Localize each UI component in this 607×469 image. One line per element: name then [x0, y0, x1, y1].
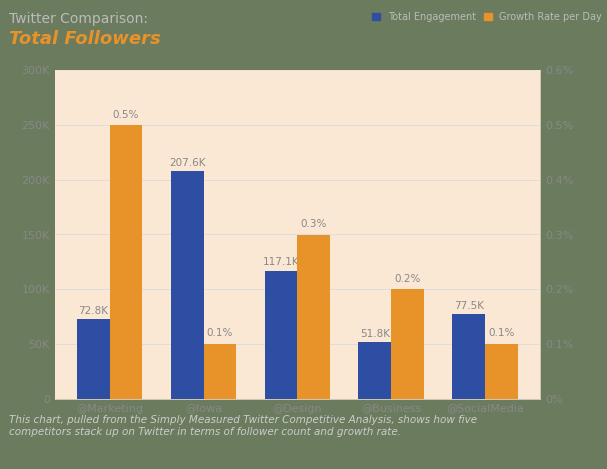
Legend: Total Engagement, Growth Rate per Day: Total Engagement, Growth Rate per Day	[372, 12, 602, 22]
Text: 0.5%: 0.5%	[113, 110, 139, 120]
Bar	[265, 271, 297, 399]
Bar	[452, 314, 485, 399]
Text: 117.1K: 117.1K	[263, 257, 299, 267]
Text: Twitter Comparison:: Twitter Comparison:	[9, 12, 148, 26]
Text: 0.2%: 0.2%	[395, 274, 421, 284]
Text: 0.1%: 0.1%	[207, 328, 233, 339]
Text: 77.5K: 77.5K	[454, 301, 484, 310]
Text: This chart, pulled from the Simply Measured Twitter Competitive Analysis, shows : This chart, pulled from the Simply Measu…	[9, 415, 477, 437]
Bar	[110, 125, 143, 399]
Text: 0.3%: 0.3%	[300, 219, 327, 229]
Bar	[359, 342, 392, 399]
Text: 0.1%: 0.1%	[489, 328, 515, 339]
Text: Total Followers: Total Followers	[9, 30, 161, 48]
Bar	[203, 344, 236, 399]
Text: 51.8K: 51.8K	[360, 329, 390, 339]
Text: 207.6K: 207.6K	[169, 158, 205, 168]
Bar	[76, 319, 110, 399]
Bar	[171, 172, 203, 399]
Text: 72.8K: 72.8K	[78, 306, 108, 316]
Bar	[485, 344, 518, 399]
Bar	[392, 289, 424, 399]
Bar	[297, 234, 330, 399]
